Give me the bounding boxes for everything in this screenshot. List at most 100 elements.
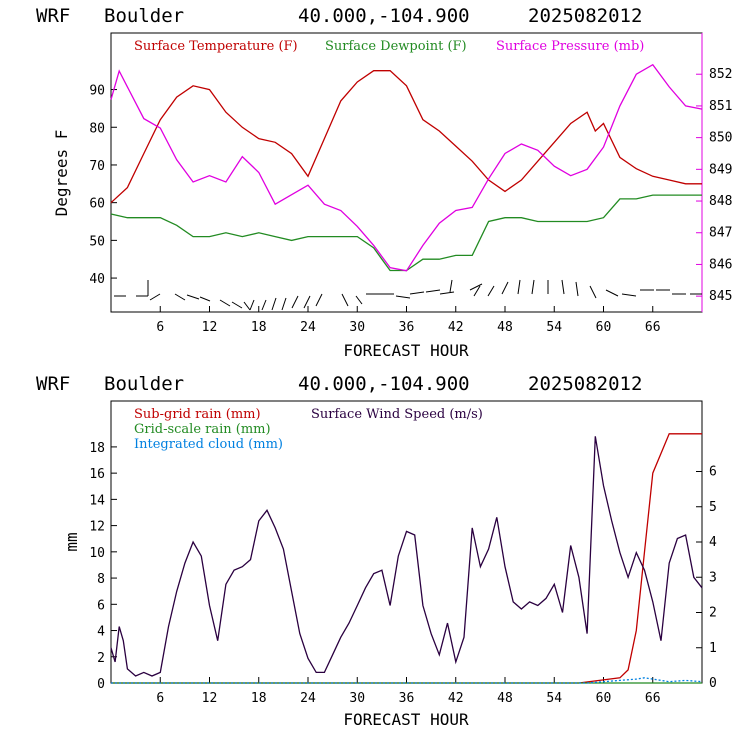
x-tick-label: 30 (349, 320, 365, 335)
legend-gridscale-rain: Grid-scale rain (mm) (134, 422, 271, 437)
y2-tick-label: 852 (709, 67, 732, 82)
panel-1-header-location: Boulder (104, 5, 184, 27)
x-tick-label: 18 (251, 320, 267, 335)
y-tick-label: 50 (89, 234, 105, 249)
panel-2-y2-ticks: 0 1 2 3 4 5 6 (696, 465, 717, 691)
x-tick-label: 48 (497, 691, 513, 706)
panel-2: WRF Boulder 40.000,-104.900 2025082012 6… (36, 373, 717, 729)
series-integrated-cloud (111, 677, 703, 684)
x-tick-label: 6 (156, 691, 164, 706)
panel-2-header-coords: 40.000,-104.900 (298, 373, 470, 395)
x-tick-label: 6 (156, 320, 164, 335)
panel-2-header-model: WRF (36, 373, 70, 395)
series-pressure (110, 63, 703, 272)
legend-temperature: Surface Temperature (F) (134, 39, 298, 54)
legend-pressure: Surface Pressure (mb) (496, 39, 644, 54)
x-tick-label: 36 (399, 691, 415, 706)
y-tick-label: 60 (89, 197, 105, 212)
series-dewpoint (110, 194, 702, 272)
y2-tick-label: 5 (709, 500, 717, 515)
wind-barbs (114, 279, 702, 311)
y2-tick-label: 849 (709, 162, 732, 177)
y2-tick-label: 850 (709, 131, 732, 146)
x-tick-label: 48 (497, 320, 513, 335)
panel-2-header-init: 2025082012 (528, 373, 642, 395)
panel-1-x-ticks: 6 12 18 24 30 36 42 48 54 60 66 (156, 306, 661, 335)
y-tick-label: 10 (89, 546, 105, 561)
y-tick-label: 70 (89, 159, 105, 174)
y-tick-label: 0 (97, 677, 105, 692)
series-wind-speed (110, 436, 703, 677)
x-tick-label: 24 (300, 691, 316, 706)
wind-barb (561, 279, 565, 295)
wind-barb (291, 295, 299, 309)
x-tick-label: 18 (251, 691, 267, 706)
y-tick-label: 2 (97, 651, 105, 666)
wind-barb (409, 291, 425, 295)
y-tick-label: 80 (89, 121, 105, 136)
wind-barb (281, 297, 287, 311)
wind-barb (395, 295, 411, 299)
x-tick-label: 42 (448, 320, 464, 335)
y2-tick-label: 2 (709, 606, 717, 621)
panel-1-x-label: FORECAST HOUR (343, 341, 469, 360)
y2-tick-label: 0 (709, 676, 717, 691)
wind-barb (449, 279, 453, 293)
y2-tick-label: 3 (709, 570, 717, 585)
wind-barb (341, 293, 349, 307)
wind-barb (261, 299, 267, 311)
x-tick-label: 60 (596, 691, 612, 706)
panel-2-header-location: Boulder (104, 373, 184, 395)
panel-1-y2-ticks: 845 846 847 848 849 850 851 852 (696, 67, 732, 304)
y-tick-label: 16 (89, 467, 105, 482)
panel-1-header-coords: 40.000,-104.900 (298, 5, 470, 27)
x-tick-label: 12 (202, 320, 218, 335)
y-tick-label: 90 (89, 84, 105, 99)
y2-tick-label: 1 (709, 641, 717, 656)
y-tick-label: 18 (89, 441, 105, 456)
wind-barb (149, 293, 161, 301)
y-tick-label: 4 (97, 625, 105, 640)
wind-barb (199, 296, 211, 302)
y-tick-label: 6 (97, 598, 105, 613)
x-tick-label: 54 (546, 691, 562, 706)
wind-barb (231, 301, 243, 309)
series-subgrid-rain (111, 433, 702, 684)
legend-integrated-cloud: Integrated cloud (mm) (134, 437, 283, 452)
panel-1-header-init: 2025082012 (528, 5, 642, 27)
y-tick-label: 14 (89, 493, 105, 508)
y-tick-label: 12 (89, 520, 105, 535)
y2-tick-label: 845 (709, 289, 732, 304)
wind-barb (186, 294, 200, 300)
wind-barb (355, 295, 363, 305)
legend-wind-speed: Surface Wind Speed (m/s) (311, 407, 483, 422)
x-tick-label: 30 (349, 691, 365, 706)
wind-barb (517, 279, 521, 295)
wind-barb (531, 279, 535, 295)
y-tick-label: 8 (97, 572, 105, 587)
y2-tick-label: 846 (709, 257, 732, 272)
wind-barb (425, 289, 441, 293)
wind-barb (249, 299, 255, 311)
y2-tick-label: 6 (709, 465, 717, 480)
panel-2-y-label: mm (62, 532, 81, 551)
y2-tick-label: 851 (709, 99, 732, 114)
wind-barb (439, 291, 455, 295)
wind-barb (303, 295, 311, 309)
y2-tick-label: 847 (709, 226, 732, 241)
wind-barb (469, 283, 483, 291)
wind-barb (315, 293, 323, 307)
x-tick-label: 36 (399, 320, 415, 335)
panel-2-y-ticks: 0 2 4 6 8 10 12 14 16 18 (89, 441, 117, 692)
panel-1: WRF Boulder 40.000,-104.900 2025082012 6… (36, 5, 732, 360)
wind-barb (243, 301, 251, 311)
wind-barb (487, 285, 495, 297)
wind-barb (271, 297, 277, 311)
panel-2-x-ticks: 6 12 18 24 30 36 42 48 54 60 66 (156, 677, 661, 706)
wind-barb (621, 293, 637, 297)
x-tick-label: 24 (300, 320, 316, 335)
x-tick-label: 54 (546, 320, 562, 335)
wind-barb (473, 285, 481, 297)
y2-tick-label: 848 (709, 194, 732, 209)
